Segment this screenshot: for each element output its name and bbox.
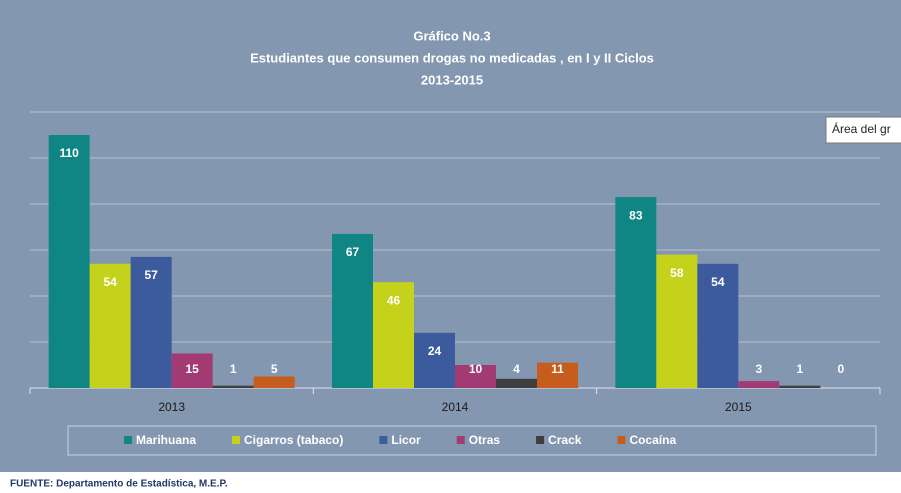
bar bbox=[496, 378, 537, 388]
legend-box bbox=[67, 425, 877, 456]
data-label: 5 bbox=[271, 362, 278, 376]
tooltip bbox=[825, 116, 901, 144]
data-label: 15 bbox=[185, 362, 199, 376]
x-tick-label: 2013 bbox=[158, 400, 185, 414]
data-label: 1 bbox=[230, 362, 237, 376]
data-label: 4 bbox=[513, 362, 520, 376]
data-label: 24 bbox=[428, 344, 442, 358]
chart-title: 2013-2015 bbox=[421, 72, 483, 87]
data-label: 46 bbox=[387, 293, 401, 307]
legend-swatch bbox=[232, 436, 241, 444]
legend-label: Cigarros (tabaco) bbox=[244, 433, 343, 447]
legend-swatch bbox=[379, 436, 388, 444]
chart-background bbox=[0, 0, 901, 472]
data-label: 57 bbox=[144, 268, 158, 282]
bar bbox=[212, 385, 254, 388]
bar bbox=[738, 381, 780, 388]
data-label: 110 bbox=[59, 146, 79, 160]
data-label: 54 bbox=[711, 275, 725, 289]
data-label: 1 bbox=[796, 362, 803, 376]
legend-label: Marihuana bbox=[136, 433, 196, 447]
bar bbox=[455, 365, 496, 388]
bar bbox=[615, 197, 657, 388]
bar bbox=[373, 282, 414, 388]
bar bbox=[779, 385, 821, 388]
bar bbox=[171, 353, 213, 388]
legend-swatch bbox=[536, 436, 545, 444]
bar bbox=[537, 362, 578, 388]
legend-label: Crack bbox=[548, 433, 582, 447]
x-tick-label: 2014 bbox=[442, 400, 469, 414]
x-tick-label: 2015 bbox=[725, 400, 752, 414]
bar bbox=[89, 263, 131, 388]
data-label: 10 bbox=[469, 362, 483, 376]
data-label: 3 bbox=[755, 362, 762, 376]
data-label: 58 bbox=[670, 266, 684, 280]
bar bbox=[130, 256, 172, 388]
source-note: FUENTE: Departamento de Estadística, M.E… bbox=[10, 479, 228, 490]
legend-label: Otras bbox=[469, 433, 501, 447]
legend-label: Cocaína bbox=[629, 433, 676, 447]
bar bbox=[332, 233, 373, 388]
bar bbox=[414, 332, 455, 388]
data-label: 54 bbox=[103, 275, 117, 289]
legend-swatch bbox=[456, 436, 465, 444]
legend-swatch bbox=[124, 436, 132, 444]
data-label: 11 bbox=[551, 362, 564, 376]
bar bbox=[697, 263, 739, 388]
data-label: 67 bbox=[346, 245, 360, 259]
legend-label: Licor bbox=[391, 433, 421, 447]
data-label: 83 bbox=[629, 208, 643, 222]
data-label: 0 bbox=[837, 362, 844, 376]
chart-title: Gráfico No.3 bbox=[413, 28, 490, 43]
bar bbox=[253, 376, 295, 388]
tooltip-text: Área del gr bbox=[832, 121, 891, 136]
legend-swatch bbox=[617, 436, 626, 444]
chart-title: Estudiantes que consumen drogas no medic… bbox=[250, 50, 654, 65]
bar bbox=[48, 135, 90, 388]
bar bbox=[656, 254, 698, 388]
